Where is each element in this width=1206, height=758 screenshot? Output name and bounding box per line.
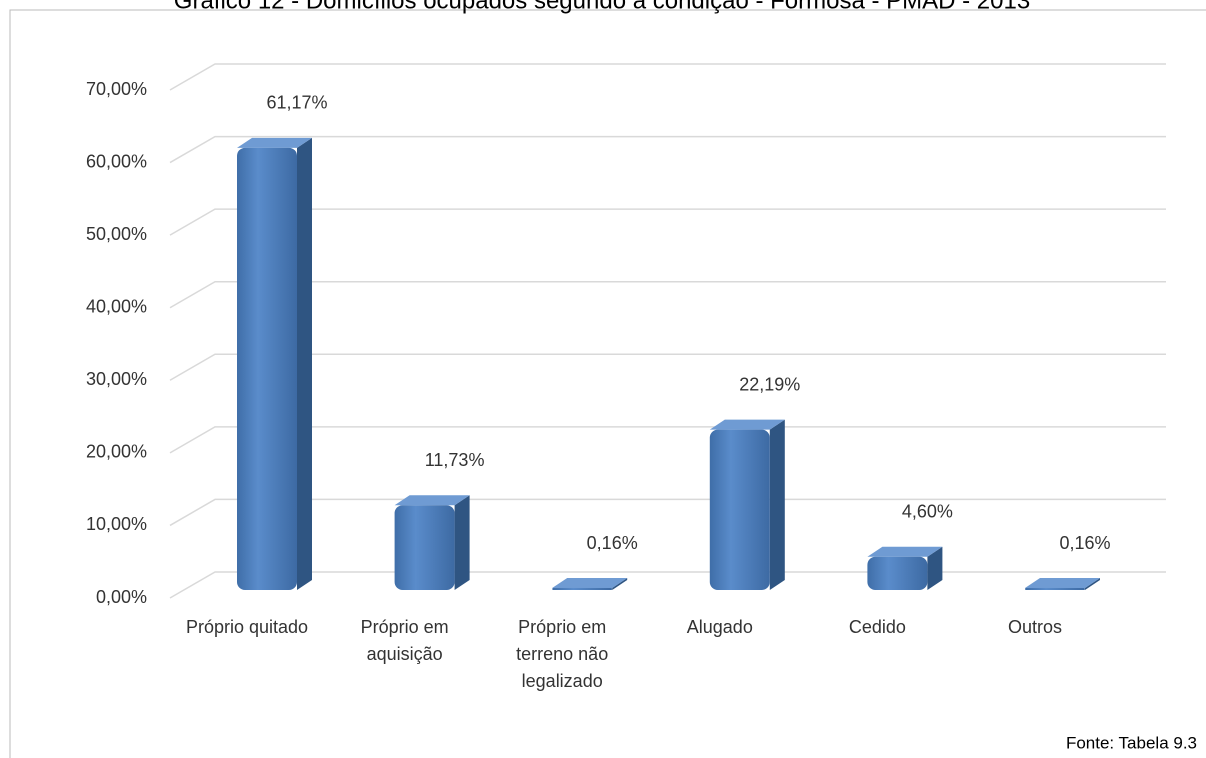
y-tick-label: 20,00% [86,442,147,462]
bar-face [297,137,312,590]
grid-line [169,280,1166,309]
x-tick-label: Outros [1007,617,1063,637]
frame [9,9,1206,758]
y-tick-label: 30,00% [86,369,147,389]
bar-face [552,588,613,590]
bar-face [552,578,628,588]
bar-face [612,578,628,590]
grid-line [169,353,1166,381]
data-label: 0,16% [1059,533,1110,553]
y-tick-label: 40,00% [86,296,147,316]
bar-face [237,137,312,148]
bar [867,546,943,590]
bar [394,495,470,590]
source: Fonte: Tabela 9.3 [1066,733,1197,752]
grid-line [169,63,1166,91]
bar-face [1025,588,1085,590]
bar-face [709,419,785,430]
grid-line [169,208,1166,236]
bar-face [867,556,928,590]
y-tick-label: 60,00% [86,151,147,171]
y-tick-label: 0,00% [96,587,147,607]
x-tick-label: Próprio em aquisição [360,617,449,664]
bar-face [1085,578,1100,590]
bar-face [454,495,470,590]
y-tick-label: 10,00% [86,514,147,534]
grid-line [169,498,1166,527]
bar-face [709,429,770,590]
data-label: 4,60% [902,501,953,521]
grid-line [169,426,1166,454]
data-label: 61,17% [266,93,327,113]
bar [1025,578,1100,590]
bar-face [1025,578,1100,588]
bar-face [237,147,297,590]
x-tick-label: Próprio quitado [185,617,309,637]
x-tick-label: Próprio em terreno não legalizado [516,617,609,691]
bar-face [927,546,943,590]
y-tick-label: 50,00% [86,224,147,244]
bar-face [394,495,470,506]
data-label: 0,16% [587,533,638,553]
grid-line [169,135,1166,164]
data-label: 22,19% [739,374,800,394]
bar [709,419,785,590]
bar-face [867,546,943,557]
chart-title: Gráfico 12 - Domicílios ocupados segundo… [174,0,1030,14]
bar [552,578,628,590]
bar [237,137,312,590]
data-label: 11,73% [425,450,485,470]
bar-face [769,419,785,590]
x-tick-label: Cedido [848,617,906,637]
grid-line [169,571,1166,599]
y-tick-label: 70,00% [86,79,147,99]
bar-face [394,505,455,590]
x-tick-label: Alugado [686,617,753,637]
